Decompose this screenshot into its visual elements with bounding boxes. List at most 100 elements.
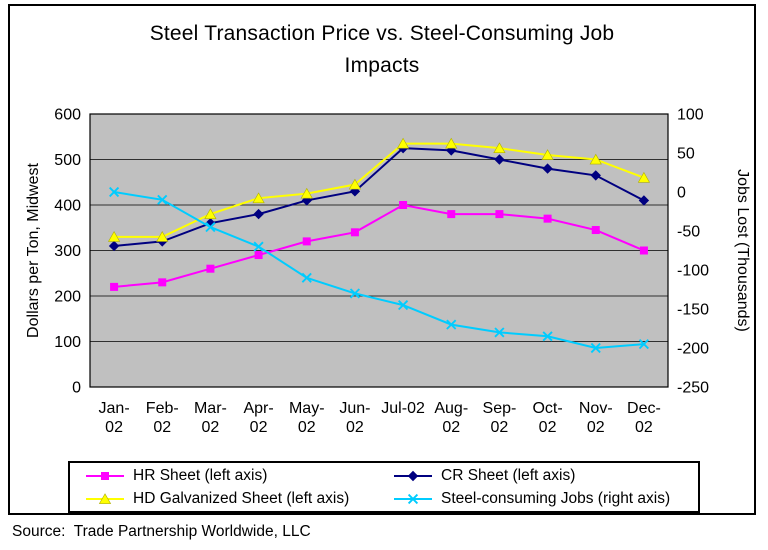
right-axis-tick: -100 xyxy=(677,263,709,280)
x-axis-tick: Jun- xyxy=(339,400,370,417)
marker-square xyxy=(158,278,167,287)
marker-diamond xyxy=(638,195,650,206)
x-axis-tick: 02 xyxy=(202,419,220,436)
legend-marker-diamond-icon xyxy=(394,470,432,481)
x-axis-tick: Jul-02 xyxy=(381,400,425,417)
marker-square xyxy=(254,251,263,260)
right-axis-tick: -50 xyxy=(677,224,700,241)
right-axis-tick: -200 xyxy=(677,341,709,358)
legend-item-steel-consuming-jobs-right-axis: Steel-consuming Jobs (right axis) xyxy=(394,490,694,508)
marker-square xyxy=(101,471,109,480)
chart-title-line1: Steel Transaction Price vs. Steel-Consum… xyxy=(149,22,615,45)
x-axis-tick: 02 xyxy=(105,419,123,436)
left-axis-tick: 200 xyxy=(54,289,81,306)
series-steel-consuming-jobs-right-axis xyxy=(109,186,649,354)
marker-diamond xyxy=(253,208,264,220)
x-axis-tick: Apr- xyxy=(243,400,273,417)
x-axis-tick: 02 xyxy=(587,419,605,436)
marker-x xyxy=(398,300,409,311)
marker-square xyxy=(495,210,504,219)
legend-marker-x-icon xyxy=(394,493,432,504)
left-axis-tick: 400 xyxy=(54,198,81,215)
marker-triangle xyxy=(98,492,112,504)
marker-x xyxy=(301,272,312,283)
x-axis-tick: 02 xyxy=(539,419,557,436)
right-axis-tick: 100 xyxy=(677,107,704,124)
legend-item-hr-sheet-left-axis: HR Sheet (left axis) xyxy=(86,467,394,485)
series-hr-sheet-left-axis xyxy=(110,201,648,291)
x-axis-tick: Nov- xyxy=(579,400,613,417)
marker-x xyxy=(407,493,419,504)
series-line-hr-sheet-left-axis xyxy=(113,203,645,288)
marker-triangle xyxy=(589,153,602,165)
marker-x xyxy=(542,331,553,342)
chart-legend: HR Sheet (left axis) CR Sheet (left axis)… xyxy=(68,461,700,513)
left-axis-tick: 0 xyxy=(72,380,81,397)
marker-x xyxy=(253,241,264,252)
series-hd-galvanized-sheet-left-axis xyxy=(107,137,651,242)
marker-triangle xyxy=(252,192,265,204)
x-axis-tick: Sep- xyxy=(483,400,517,417)
marker-triangle xyxy=(637,171,651,183)
marker-triangle xyxy=(300,187,313,199)
marker-square xyxy=(110,282,119,291)
x-axis-tick: 02 xyxy=(346,419,364,436)
x-axis-tick: 02 xyxy=(153,419,171,436)
marker-x xyxy=(157,194,168,205)
marker-square xyxy=(206,264,215,273)
marker-x xyxy=(205,222,216,233)
x-axis-tick: 02 xyxy=(250,419,268,436)
marker-x xyxy=(446,319,457,330)
legend-marker-triangle-icon xyxy=(86,492,124,504)
series-line-cr-sheet-left-axis xyxy=(113,147,645,247)
marker-square xyxy=(543,214,552,223)
marker-triangle xyxy=(348,178,362,190)
marker-x xyxy=(590,342,601,354)
legend-label: HR Sheet (left axis) xyxy=(133,466,268,484)
x-axis-tick: 02 xyxy=(491,419,509,436)
left-axis-title: Dollars per Ton, Midwest xyxy=(25,163,42,338)
x-axis-tick: Jan- xyxy=(99,400,130,417)
left-axis-tick: 300 xyxy=(54,243,81,260)
chart-title: Steel Transaction Price vs. Steel-Consum… xyxy=(10,18,754,81)
x-axis-tick: Dec- xyxy=(627,400,661,417)
marker-square xyxy=(447,210,456,219)
x-axis-tick: Mar- xyxy=(194,400,227,417)
x-axis-tick: Oct- xyxy=(532,400,562,417)
marker-triangle xyxy=(445,137,458,149)
x-axis-tick: Feb- xyxy=(146,400,179,417)
marker-x xyxy=(349,288,360,299)
marker-triangle xyxy=(541,149,554,160)
marker-square xyxy=(302,237,311,246)
marker-triangle xyxy=(493,142,506,154)
chart-title-line2: Impacts xyxy=(344,53,420,77)
marker-triangle xyxy=(156,231,169,242)
marker-triangle xyxy=(204,208,217,219)
x-axis-tick: 02 xyxy=(298,419,316,436)
marker-diamond xyxy=(590,170,601,181)
marker-x xyxy=(494,327,505,338)
right-axis-tick: -250 xyxy=(677,380,709,397)
left-axis-tick: 600 xyxy=(54,107,81,124)
right-axis-tick: 0 xyxy=(677,185,686,202)
right-axis-title: Jobs Lost (Thousands) xyxy=(734,169,751,332)
legend-marker-square-icon xyxy=(86,471,124,480)
right-axis-tick: 50 xyxy=(677,146,695,163)
marker-diamond xyxy=(407,470,419,481)
right-axis-tick: -150 xyxy=(677,302,709,319)
source-note: Source: Trade Partnership Worldwide, LLC xyxy=(12,523,311,540)
marker-x xyxy=(638,339,649,350)
legend-item-hd-galvanized-sheet-left-axis: HD Galvanized Sheet (left axis) xyxy=(86,490,394,508)
x-axis-tick: Aug- xyxy=(434,400,468,417)
marker-diamond xyxy=(446,145,457,156)
marker-triangle xyxy=(396,137,410,149)
marker-diamond xyxy=(542,163,553,174)
x-axis-tick: 02 xyxy=(635,419,653,436)
marker-square xyxy=(639,246,648,255)
x-axis-tick: 02 xyxy=(442,419,460,436)
series-line-hd-galvanized-sheet-left-axis xyxy=(114,142,645,238)
marker-x xyxy=(109,186,120,198)
left-axis-tick: 100 xyxy=(54,334,81,351)
marker-square xyxy=(591,226,600,235)
